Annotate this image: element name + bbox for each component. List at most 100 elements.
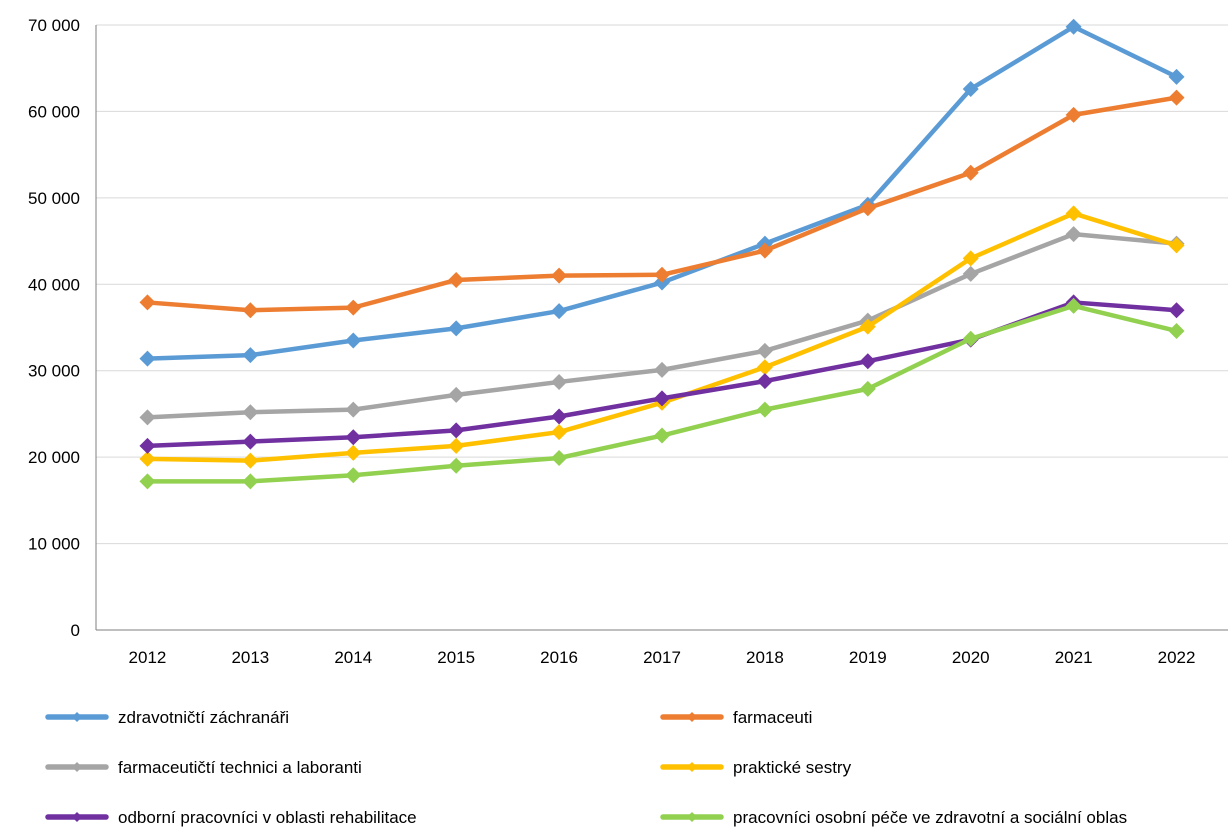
y-tick-label: 30 000 (28, 362, 80, 381)
data-point (551, 408, 568, 425)
x-tick-label: 2019 (849, 648, 887, 667)
legend: zdravotničtí záchranáři farmaceuti farmace… (45, 708, 1127, 827)
data-point (448, 422, 465, 439)
data-point (1065, 205, 1082, 222)
data-point (756, 342, 773, 359)
data-point (139, 294, 156, 311)
x-tick-label: 2012 (129, 648, 167, 667)
data-point (1168, 322, 1185, 339)
data-point (654, 266, 670, 283)
series-0 (139, 18, 1185, 367)
data-point (654, 390, 670, 407)
data-point (345, 332, 362, 349)
data-point (139, 350, 156, 367)
data-point (139, 473, 156, 490)
data-point (1065, 226, 1082, 243)
series-5 (139, 297, 1185, 490)
legend-item: odborní pracovníci v oblasti rehabilitac… (45, 808, 417, 827)
y-tick-label: 70 000 (28, 16, 80, 35)
legend-label: pracovníci osobní péče ve zdravotní a so… (733, 808, 1127, 827)
data-point (1168, 89, 1185, 106)
data-point (242, 473, 259, 490)
legend-item: farmaceutičtí technici a laboranti (45, 758, 362, 777)
legend-item: zdravotničtí záchranáři (45, 708, 289, 727)
data-point (551, 450, 568, 467)
x-tick-label: 2020 (952, 648, 990, 667)
y-tick-label: 50 000 (28, 189, 80, 208)
x-tick-label: 2022 (1158, 648, 1196, 667)
legend-marker (687, 712, 697, 722)
legend-label: farmaceuti (733, 708, 812, 727)
legend-label: zdravotničtí záchranáři (118, 708, 289, 727)
data-point (859, 380, 876, 397)
data-point (448, 437, 465, 454)
data-point (551, 424, 568, 441)
series-line (145, 211, 1179, 463)
data-point (551, 373, 568, 390)
data-point (448, 320, 465, 337)
data-point (139, 437, 156, 454)
data-point (448, 457, 465, 474)
data-point (345, 429, 362, 446)
data-point (859, 200, 876, 217)
legend-marker (72, 812, 82, 822)
x-tick-label: 2017 (643, 648, 681, 667)
data-point (1168, 237, 1185, 254)
data-point (1168, 302, 1185, 319)
x-tick-label: 2016 (540, 648, 578, 667)
y-tick-label: 40 000 (28, 275, 80, 294)
legend-marker (72, 712, 82, 722)
data-point (1065, 297, 1082, 314)
data-point (551, 303, 568, 320)
legend-label: farmaceutičtí technici a laboranti (118, 758, 362, 777)
data-point (448, 271, 465, 288)
series-line (145, 231, 1179, 420)
legend-label: odborní pracovníci v oblasti rehabilitac… (118, 808, 417, 827)
data-point (1065, 18, 1082, 35)
data-point (242, 404, 259, 421)
data-point (1065, 106, 1082, 123)
data-point (242, 452, 259, 469)
x-tick-label: 2013 (231, 648, 269, 667)
data-point (1168, 68, 1185, 85)
y-tick-label: 10 000 (28, 535, 80, 554)
x-axis-tick-labels: 2012 2013 2014 2015 2016 2017 2018 2019 2020 2021… (129, 648, 1196, 667)
data-point (242, 302, 259, 319)
x-tick-label: 2018 (746, 648, 784, 667)
x-tick-label: 2014 (334, 648, 372, 667)
y-tick-label: 60 000 (28, 102, 80, 121)
data-point (756, 401, 773, 418)
series-lines (139, 18, 1185, 490)
data-point (654, 427, 670, 444)
legend-item: praktické sestry (660, 758, 852, 777)
data-point (242, 433, 259, 450)
data-point (859, 353, 876, 370)
data-point (962, 80, 979, 97)
legend-item: pracovníci osobní péče ve zdravotní a so… (660, 808, 1127, 827)
data-point (242, 347, 259, 364)
data-point (448, 386, 465, 403)
legend-marker (687, 762, 697, 772)
legend-marker (72, 762, 82, 772)
data-point (962, 265, 979, 282)
series-2 (139, 226, 1185, 426)
x-tick-label: 2021 (1055, 648, 1093, 667)
data-point (962, 164, 979, 181)
x-tick-label: 2015 (437, 648, 475, 667)
legend-item: farmaceuti (660, 708, 812, 727)
data-point (654, 361, 670, 378)
legend-label: praktické sestry (733, 758, 852, 777)
data-point (756, 242, 773, 259)
data-point (551, 267, 568, 284)
data-point (345, 401, 362, 418)
data-point (345, 444, 362, 461)
data-point (859, 318, 876, 335)
data-point (139, 409, 156, 426)
axes (95, 25, 1228, 631)
series-1 (139, 89, 1185, 319)
data-point (345, 299, 362, 316)
data-point (962, 250, 979, 267)
data-point (756, 373, 773, 390)
y-tick-label: 20 000 (28, 448, 80, 467)
